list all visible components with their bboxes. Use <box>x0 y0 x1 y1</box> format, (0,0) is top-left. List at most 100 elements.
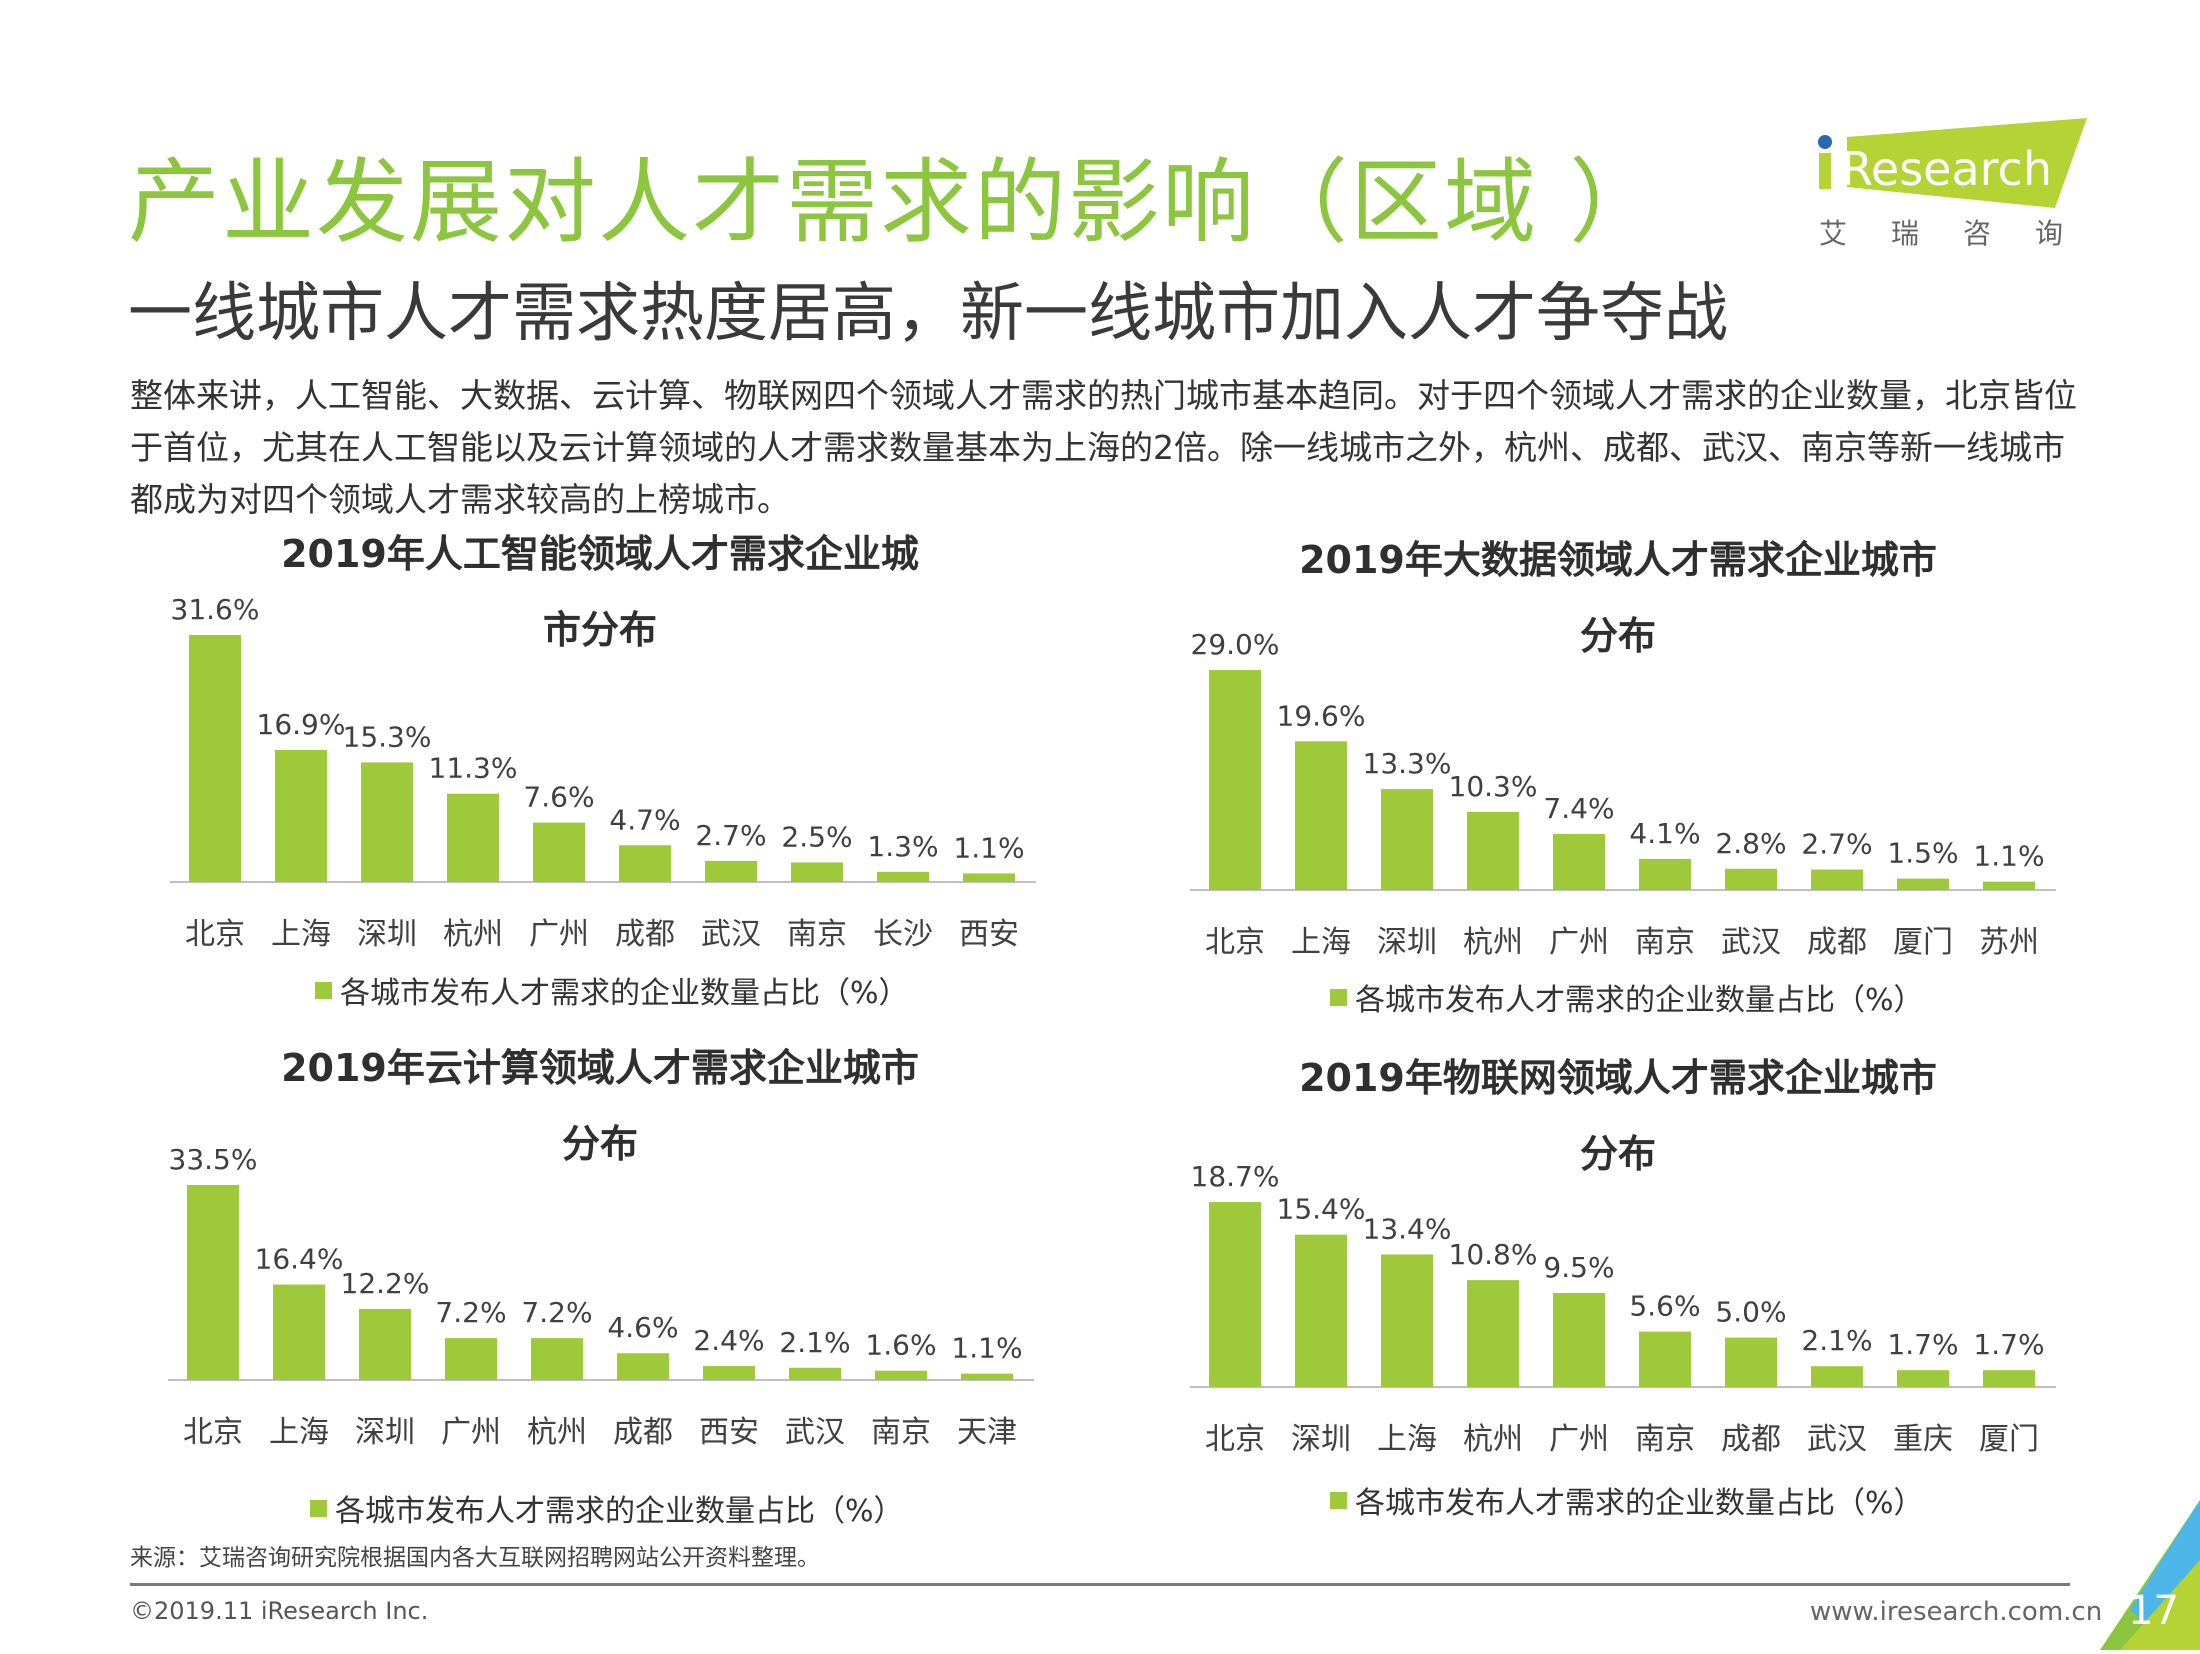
data-label: 15.4% <box>1277 1193 1366 1226</box>
chart-title-line: 分布 <box>561 1122 638 1166</box>
category-label: 西安 <box>699 1415 759 1450</box>
chart-title-line: 2019年大数据领域人才需求企业城市 <box>1299 538 1937 582</box>
category-label: 上海 <box>269 1415 329 1450</box>
bar <box>1553 1293 1605 1387</box>
category-label: 广州 <box>529 917 589 952</box>
data-label: 19.6% <box>1277 699 1366 732</box>
data-label: 31.6% <box>171 593 260 626</box>
legend-swatch <box>315 981 332 999</box>
category-label: 重庆 <box>1893 1422 1953 1457</box>
bar <box>963 873 1015 882</box>
category-label: 北京 <box>185 917 245 952</box>
category-label: 武汉 <box>1721 925 1781 960</box>
bar <box>1725 868 1777 890</box>
bar <box>1209 670 1261 890</box>
bar <box>189 635 241 882</box>
copyright: ©2019.11 iResearch Inc. <box>130 1597 429 1625</box>
data-label: 1.6% <box>865 1329 936 1362</box>
bar <box>187 1185 239 1380</box>
bar <box>1467 811 1519 890</box>
category-label: 武汉 <box>785 1415 845 1450</box>
category-label: 杭州 <box>527 1415 587 1450</box>
category-label: 杭州 <box>1463 925 1523 960</box>
bar <box>1725 1337 1777 1387</box>
corner-decoration <box>2060 1500 2200 1654</box>
chart-legend: 各城市发布人才需求的企业数量占比（%） <box>1330 1478 1924 1522</box>
category-label: 上海 <box>1377 1422 1437 1457</box>
data-label: 2.1% <box>779 1326 850 1359</box>
category-label: 成都 <box>615 917 675 952</box>
category-label: 杭州 <box>1463 1422 1523 1457</box>
data-label: 1.7% <box>1973 1328 2044 1361</box>
data-label: 1.3% <box>867 830 938 863</box>
bar <box>1983 1370 2035 1387</box>
bar <box>1553 833 1605 890</box>
category-label: 南京 <box>787 917 847 952</box>
source-note: 来源：艾瑞咨询研究院根据国内各大互联网招聘网站公开资料整理。 <box>130 1545 820 1571</box>
bar <box>445 1338 497 1380</box>
category-label: 深圳 <box>1377 925 1437 960</box>
category-label: 北京 <box>1205 925 1265 960</box>
legend-label: 各城市发布人才需求的企业数量占比（%） <box>1355 1486 1924 1521</box>
website-link[interactable]: www.iresearch.com.cn <box>1810 1597 2103 1627</box>
data-label: 2.4% <box>693 1324 764 1357</box>
chart-title-line: 2019年物联网领域人才需求企业城市 <box>1299 1056 1937 1100</box>
category-label: 广州 <box>1549 1422 1609 1457</box>
legend-label: 各城市发布人才需求的企业数量占比（%） <box>1355 983 1924 1018</box>
chart-title-line: 2019年人工智能领域人才需求企业城 <box>281 532 919 576</box>
chart-title: 2019年物联网领域人才需求企业城市 分布 <box>1218 1040 2018 1192</box>
bar-chart: 29.0% 北京 19.6% 上海 13.3% 深圳 10.3% 杭州 7.4% 广州 4.1% 南京… <box>1190 628 2056 960</box>
data-label: 1.1% <box>953 831 1024 864</box>
bar <box>1639 858 1691 890</box>
bar <box>361 762 413 882</box>
data-label: 16.9% <box>257 708 346 741</box>
bar <box>1639 1331 1691 1387</box>
bar <box>1811 1366 1863 1387</box>
data-label: 5.6% <box>1629 1290 1700 1323</box>
chart-title-line: 市分布 <box>542 608 657 652</box>
category-label: 南京 <box>1635 1422 1695 1457</box>
data-label: 4.7% <box>609 803 680 836</box>
bar <box>1467 1280 1519 1387</box>
data-label: 7.4% <box>1543 792 1614 825</box>
data-label: 7.6% <box>523 781 594 814</box>
chart-title: 2019年大数据领域人才需求企业城市 分布 <box>1218 522 2018 674</box>
category-label: 武汉 <box>701 917 761 952</box>
chart-title-line: 分布 <box>1579 1132 1656 1176</box>
data-label: 1.1% <box>1973 840 2044 873</box>
data-label: 7.2% <box>521 1296 592 1329</box>
category-label: 广州 <box>1549 925 1609 960</box>
bar <box>533 822 585 882</box>
chart-title-line: 2019年云计算领域人才需求企业城市 <box>281 1046 919 1090</box>
category-label: 上海 <box>1291 925 1351 960</box>
bar <box>1295 1234 1347 1387</box>
bar <box>703 1366 755 1380</box>
category-label: 苏州 <box>1979 925 2039 960</box>
bar <box>791 862 843 882</box>
bar <box>705 860 757 882</box>
page-subtitle: 一线城市人才需求热度居高，新一线城市加入人才争夺战 <box>128 277 1728 351</box>
legend-label: 各城市发布人才需求的企业数量占比（%） <box>340 976 909 1011</box>
category-label: 西安 <box>959 917 1019 952</box>
legend-swatch <box>1330 1491 1347 1509</box>
svg-text:艾瑞咨询: 艾瑞咨询 <box>1819 217 2095 250</box>
chart-title-line: 分布 <box>1579 614 1656 658</box>
data-label: 2.7% <box>695 819 766 852</box>
category-label: 成都 <box>613 1415 673 1450</box>
data-label: 29.0% <box>1191 628 1280 661</box>
page-number: 17 <box>2128 1588 2179 1634</box>
data-label: 10.8% <box>1449 1238 1538 1271</box>
bar <box>1983 881 2035 890</box>
bar <box>619 845 671 882</box>
bar <box>447 793 499 882</box>
bar-chart: 33.5% 北京 16.4% 上海 12.2% 深圳 7.2% 广州 7.2% 杭州 4.6% 成都 2… <box>168 1143 1034 1450</box>
chart-title: 2019年云计算领域人才需求企业城市 分布 <box>200 1030 1000 1182</box>
iresearch-logo: Research 艾瑞咨询 <box>1815 115 2095 259</box>
bar <box>1897 878 1949 890</box>
category-label: 厦门 <box>1979 1422 2039 1457</box>
chart-title: 2019年人工智能领域人才需求企业城 市分布 <box>200 516 1000 668</box>
bar <box>531 1338 583 1380</box>
category-label: 广州 <box>441 1415 501 1450</box>
category-label: 深圳 <box>355 1415 415 1450</box>
legend-swatch <box>310 1499 327 1517</box>
